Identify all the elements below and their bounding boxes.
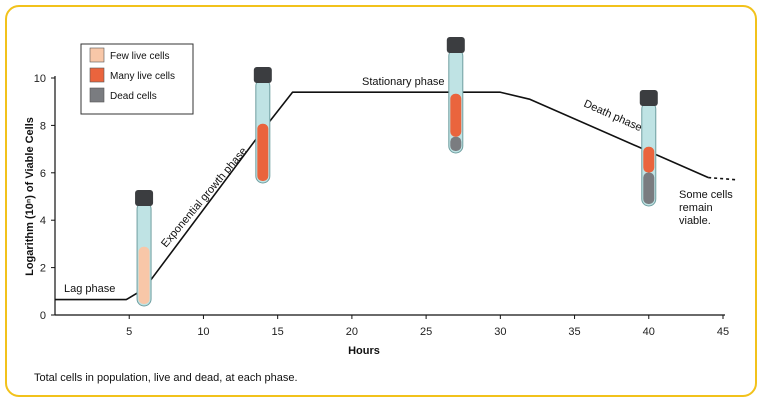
phase-label-lag: Lag phase xyxy=(64,283,115,295)
y-tick-label: 8 xyxy=(40,120,46,132)
x-tick-label: 45 xyxy=(717,326,729,338)
legend-swatch xyxy=(89,87,105,103)
legend-label: Many live cells xyxy=(110,71,175,82)
growth-curve-dashed xyxy=(708,176,738,181)
tube-cap xyxy=(446,37,465,53)
phase-label-death: Death phase xyxy=(582,98,644,134)
x-tick-label: 35 xyxy=(568,326,580,338)
phase-label-stationary: Stationary phase xyxy=(362,76,445,88)
x-tick-label: 10 xyxy=(197,326,209,338)
annotation-line: Some cells xyxy=(679,189,733,201)
y-tick-label: 4 xyxy=(40,215,46,227)
tube-fill-many-live xyxy=(257,123,269,181)
legend-label: Few live cells xyxy=(110,51,169,62)
test-tube-4 xyxy=(639,90,658,207)
tube-cap xyxy=(253,67,272,83)
tube-fill-few-live xyxy=(138,246,150,304)
caption: Total cells in population, live and dead… xyxy=(34,372,298,384)
tube-fill-dead xyxy=(643,172,655,204)
x-axis-title: Hours xyxy=(348,345,380,357)
tube-fill-dead xyxy=(450,136,462,151)
x-tick-label: 15 xyxy=(272,326,284,338)
y-tick-label: 6 xyxy=(40,168,46,180)
y-tick-label: 10 xyxy=(34,73,46,85)
growth-curve xyxy=(55,91,709,301)
x-tick-label: 40 xyxy=(643,326,655,338)
legend-swatch xyxy=(89,67,105,83)
x-tick-label: 20 xyxy=(346,326,358,338)
legend: Few live cells Many live cells Dead cells xyxy=(80,43,194,115)
test-tube-3 xyxy=(446,37,465,154)
legend-label: Dead cells xyxy=(110,91,157,102)
test-tube-1 xyxy=(135,190,154,307)
y-axis-title: Logarithm (10ⁿ) of Viable Cells xyxy=(24,117,36,276)
y-tick-label: 0 xyxy=(40,310,46,322)
annotation-line: viable. xyxy=(679,215,711,227)
x-tick-label: 5 xyxy=(126,326,132,338)
annotation-line: remain xyxy=(679,202,713,214)
tube-fill-many-live xyxy=(643,146,655,173)
y-tick-label: 2 xyxy=(40,263,46,275)
legend-swatch xyxy=(89,47,105,63)
x-tick-label: 25 xyxy=(420,326,432,338)
tube-cap xyxy=(639,90,658,106)
x-tick-label: 30 xyxy=(494,326,506,338)
tube-fill-many-live xyxy=(450,93,462,137)
test-tube-2 xyxy=(253,67,272,184)
tube-cap xyxy=(135,190,154,206)
phase-label-exponential: Exponential growth phase xyxy=(159,145,250,250)
